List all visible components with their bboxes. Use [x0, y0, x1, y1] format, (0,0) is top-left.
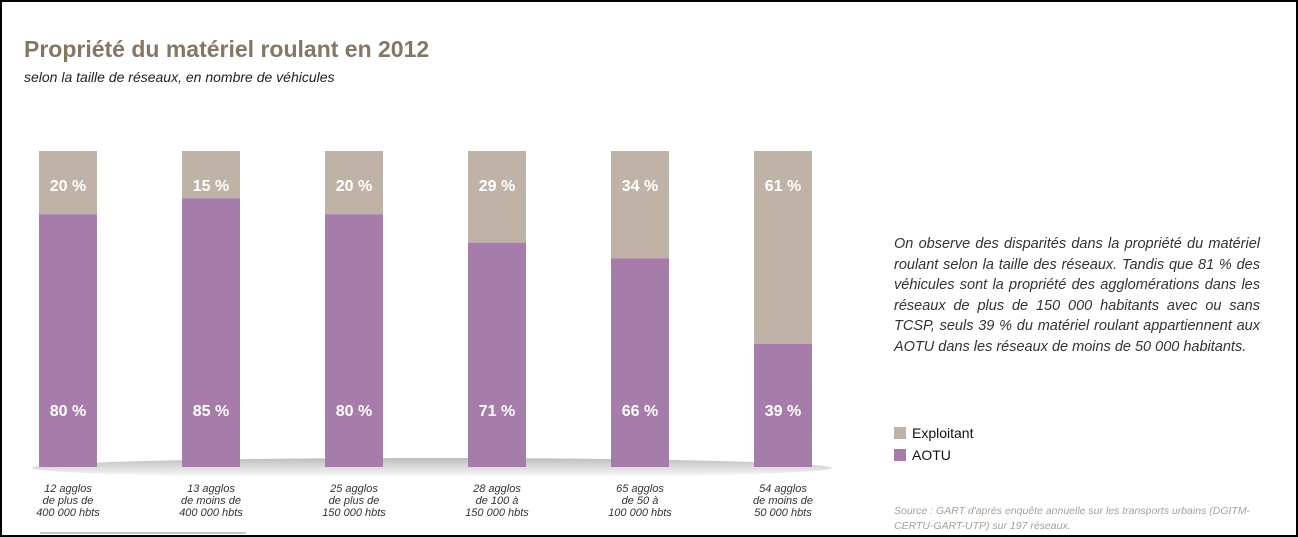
- category-label-1: 13 agglos de moins de 400 000 hbts: [179, 483, 243, 519]
- legend-item-aotu: AOTU: [894, 444, 973, 466]
- bar-exploitant-4: [611, 151, 669, 259]
- data-label-aotu-1: 85 %: [193, 403, 229, 420]
- legend: Exploitant AOTU: [894, 422, 973, 466]
- legend-item-exploitant: Exploitant: [894, 422, 973, 444]
- data-label-exploitant-2: 20 %: [336, 178, 372, 195]
- bar-exploitant-5: [754, 151, 812, 344]
- bar-aotu-1: [182, 198, 240, 467]
- bar-exploitant-0: [39, 151, 97, 215]
- data-label-exploitant-3: 29 %: [479, 178, 515, 195]
- bars-group: 20 % 80 % 12 agglos de plus de 400 000 hbts 1…: [36, 151, 813, 519]
- source-note: Source : GART d'après enquête annuelle s…: [894, 505, 1251, 532]
- bar-aotu-4: [611, 258, 669, 467]
- bar-exploitant-3: [468, 151, 526, 243]
- legend-swatch-aotu: [894, 449, 906, 461]
- data-label-exploitant-1: 15 %: [193, 178, 229, 195]
- data-label-aotu-3: 71 %: [479, 403, 515, 420]
- chart-title: Propriété du matériel roulant en 2012: [24, 36, 430, 62]
- chart-floor-shadow: [32, 458, 832, 478]
- legend-label-aotu: AOTU: [912, 447, 951, 463]
- stacked-bar-chart: 20 % 80 % 12 agglos de plus de 400 000 hbts 1…: [32, 151, 832, 534]
- bar-exploitant-1: [182, 151, 240, 199]
- legend-swatch-exploitant: [894, 427, 906, 439]
- data-label-exploitant-5: 61 %: [765, 178, 801, 195]
- chart-description: On observe des disparités dans la propri…: [894, 236, 1260, 355]
- data-label-aotu-5: 39 %: [765, 403, 801, 420]
- bar-aotu-3: [468, 242, 526, 467]
- category-label-4: 65 agglos de 50 à 100 000 hbts: [608, 483, 672, 519]
- data-label-aotu-0: 80 %: [50, 403, 86, 420]
- category-label-0: 12 agglos de plus de 400 000 hbts: [36, 483, 100, 519]
- bar-aotu-2: [325, 214, 383, 467]
- bar-exploitant-2: [325, 151, 383, 215]
- category-label-2: 25 agglos de plus de 150 000 hbts: [322, 483, 386, 519]
- category-label-3: 28 agglos de 100 à 150 000 hbts: [465, 483, 529, 519]
- legend-label-exploitant: Exploitant: [912, 425, 974, 441]
- chart-subtitle: selon la taille de réseaux, en nombre de…: [24, 69, 335, 85]
- bar-aotu-5: [754, 343, 812, 467]
- data-label-aotu-2: 80 %: [336, 403, 372, 420]
- bar-aotu-0: [39, 214, 97, 467]
- category-label-5: 54 agglos de moins de 50 000 hbts: [753, 483, 813, 519]
- data-label-exploitant-4: 34 %: [622, 178, 658, 195]
- data-label-aotu-4: 66 %: [622, 403, 658, 420]
- data-label-exploitant-0: 20 %: [50, 178, 86, 195]
